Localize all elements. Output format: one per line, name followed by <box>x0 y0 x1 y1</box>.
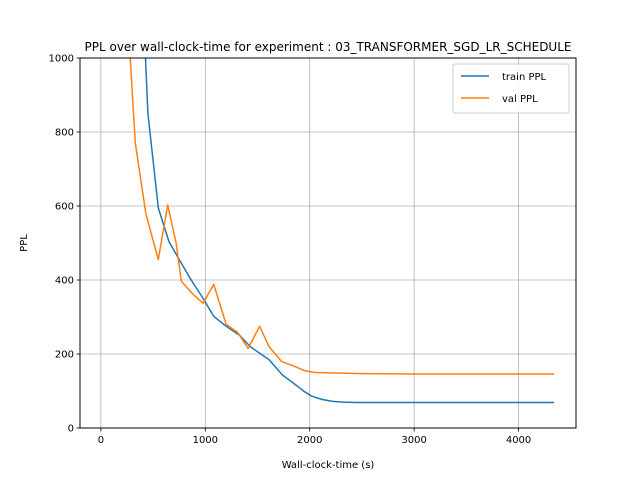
x-tick-label: 0 <box>98 435 104 446</box>
x-tick-label: 1000 <box>193 435 218 446</box>
chart-title: PPL over wall-clock-time for experiment … <box>85 40 572 54</box>
ticks: 0 1000 2000 3000 4000 0 200 400 600 800 1000 <box>49 54 532 447</box>
y-tick-label: 0 <box>68 424 74 435</box>
series-layer <box>129 58 555 404</box>
legend-label-val-ppl: val PPL <box>502 94 538 105</box>
x-tick-label: 3000 <box>401 435 426 446</box>
legend-label-train-ppl: train PPL <box>502 72 547 83</box>
series-line-train-ppl <box>144 58 555 404</box>
x-axis-label: Wall-clock-time (s) <box>282 460 375 471</box>
y-tick-label: 400 <box>55 276 74 287</box>
x-tick-label: 4000 <box>506 435 531 446</box>
x-tick-label: 2000 <box>297 435 322 446</box>
y-tick-label: 800 <box>55 128 74 139</box>
series-line-val-ppl <box>129 58 555 375</box>
y-tick-label: 200 <box>55 350 74 361</box>
y-axis-label: PPL <box>19 234 30 252</box>
plot-frame <box>79 57 577 429</box>
legend: train PPL val PPL <box>452 63 570 114</box>
y-tick-label: 1000 <box>49 54 74 65</box>
y-tick-label: 600 <box>55 202 74 213</box>
